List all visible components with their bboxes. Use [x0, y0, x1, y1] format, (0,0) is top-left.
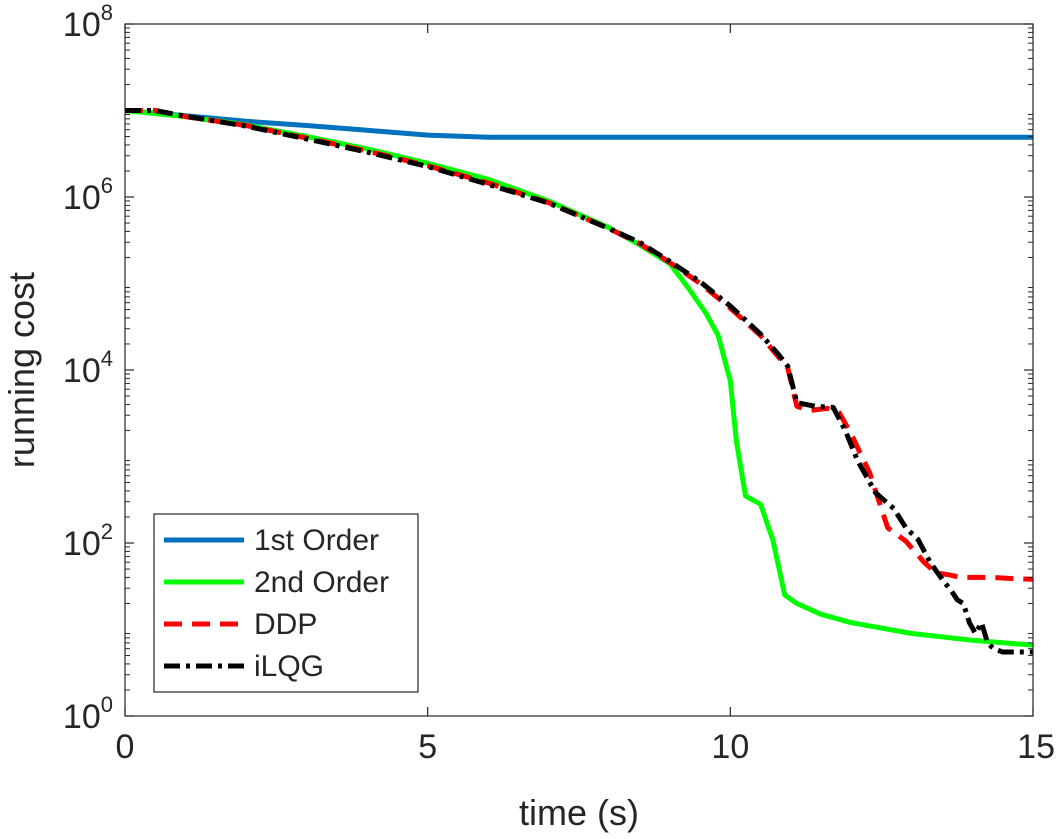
x-tick-label: 10 [711, 728, 749, 766]
legend-items: 1st Order 2nd Order DDP iLQG [164, 524, 389, 683]
y-tick-label: 104 [63, 346, 113, 390]
legend: 1st Order 2nd Order DDP iLQG [153, 513, 419, 693]
y-tick-label: 108 [63, 0, 113, 44]
legend-box [153, 513, 419, 693]
series-layer [124, 108, 1034, 655]
x-axis-label: time (s) [519, 792, 639, 833]
y-tick-label: 106 [63, 173, 113, 217]
legend-label-1: 1st Order [254, 524, 379, 557]
legend-label-4: iLQG [254, 650, 324, 683]
series-line-4 [125, 108, 1033, 655]
y-axis-label: running cost [1, 272, 42, 468]
series-line-1 [124, 108, 1033, 140]
legend-label-2: 2nd Order [254, 566, 389, 599]
y-tick-label: 100 [63, 692, 113, 736]
legend-label-3: DDP [254, 608, 317, 641]
x-tick-label: 5 [418, 728, 437, 766]
x-tick-label: 15 [1017, 728, 1055, 766]
x-tick-label: 0 [116, 728, 135, 766]
y-tick-label: 102 [63, 519, 113, 563]
tick-layer: 0 5 10 15 100 102 104 106 108 [63, 0, 1055, 766]
